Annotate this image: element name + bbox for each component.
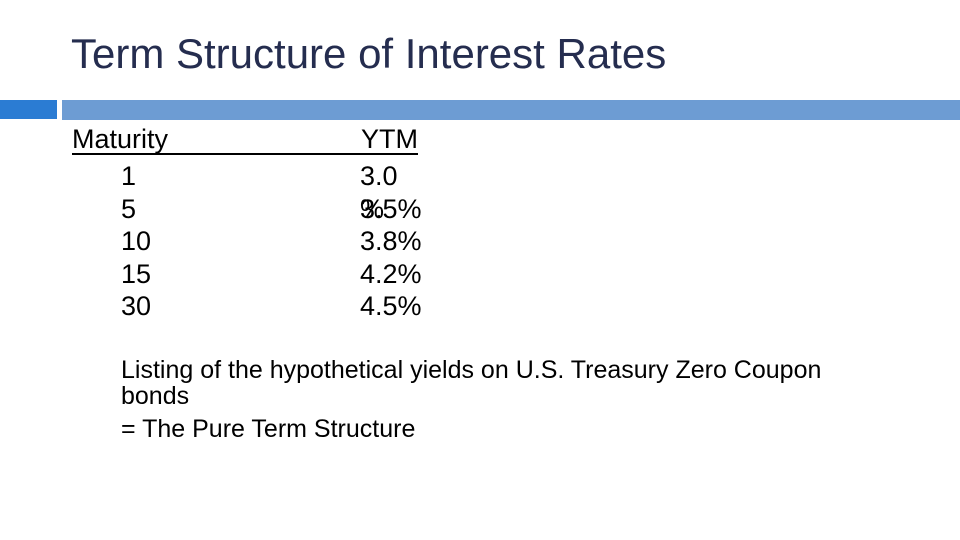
maturity-value: 5 <box>121 193 137 224</box>
table-row: 30 4.5% <box>72 290 422 323</box>
column-header-ytm: YTM <box>361 124 418 154</box>
table-row: 15 4.2% <box>72 258 422 291</box>
maturity-value: 10 <box>121 226 152 256</box>
table-body: 1 3.0 % 5 3.5% 10 3.8% 15 4.2% 30 4.5% <box>72 160 422 323</box>
divider-accent-block <box>0 100 57 119</box>
ytm-value: 3.5% <box>360 193 422 224</box>
ytm-value: 3.0 % <box>360 161 398 224</box>
ytm-value: 3.8% <box>360 226 422 256</box>
notes-block: Listing of the hypothetical yields on U.… <box>121 357 896 442</box>
maturity-value: 15 <box>121 258 152 289</box>
table-row: 5 3.5% <box>72 193 422 226</box>
yield-table: Maturity YTM 1 3.0 % 5 3.5% 10 3.8% 15 4… <box>72 126 422 323</box>
note-listing: Listing of the hypothetical yields on U.… <box>121 356 822 410</box>
table-row: 1 3.0 % <box>72 160 418 224</box>
divider-bar <box>62 100 960 120</box>
table-header-row: Maturity YTM <box>72 126 418 155</box>
maturity-value: 30 <box>121 291 152 321</box>
table-row: 10 3.8% <box>72 225 422 258</box>
slide-title: Term Structure of Interest Rates <box>71 30 667 77</box>
maturity-value: 1 <box>121 161 137 191</box>
column-header-maturity: Maturity <box>72 124 169 154</box>
ytm-value: 4.5% <box>360 291 422 321</box>
title-divider <box>0 100 960 120</box>
note-pure-term-structure: = The Pure Term Structure <box>121 415 416 443</box>
ytm-value: 4.2% <box>360 258 422 289</box>
